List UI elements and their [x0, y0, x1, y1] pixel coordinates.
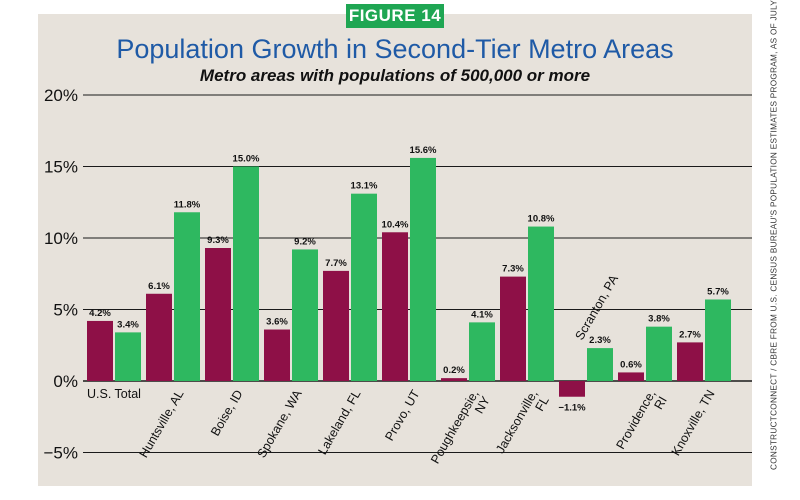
data-label: 6.1% — [148, 281, 170, 292]
bar — [115, 332, 141, 381]
bar — [323, 270, 349, 381]
data-label: 9.2% — [294, 236, 316, 247]
data-label: 7.7% — [325, 258, 347, 269]
y-tick-label: 0% — [53, 372, 78, 391]
bar — [205, 248, 231, 381]
x-tick-label: Knoxville, TN — [669, 388, 718, 459]
data-label: 3.6% — [266, 317, 288, 328]
bar — [382, 232, 408, 381]
bar — [264, 329, 290, 381]
data-label: 9.3% — [207, 235, 229, 246]
bar — [233, 166, 259, 381]
bar — [174, 212, 200, 381]
x-tick-label: Jacksonville, — [493, 388, 541, 456]
source-credit: CONSTRUCTCONNECT / CBRE FROM U.S. CENSUS… — [769, 0, 779, 470]
bar — [351, 193, 377, 381]
bar — [646, 326, 672, 381]
data-label: 2.7% — [679, 329, 701, 340]
bar — [410, 157, 436, 381]
data-label: 3.8% — [648, 314, 670, 325]
bar — [146, 293, 172, 381]
bar — [441, 378, 467, 381]
x-tick-label: Poughkeepsie, — [428, 388, 481, 467]
chart-title: Population Growth in Second-Tier Metro A… — [116, 34, 674, 64]
x-tick-label: Boise, ID — [208, 388, 245, 439]
data-label: 0.6% — [620, 359, 642, 370]
x-tick-label: Huntsville, AL — [137, 387, 187, 460]
x-tick-label: U.S. Total — [87, 387, 141, 401]
bar — [559, 381, 585, 397]
data-label: 2.3% — [589, 335, 611, 346]
data-label: 13.1% — [351, 181, 378, 192]
data-label: 4.1% — [471, 309, 493, 320]
y-tick-label: 15% — [44, 158, 78, 177]
x-tick-label: Lakeland, FL — [315, 387, 363, 457]
x-tick-label: Spokane, WA — [254, 387, 304, 460]
x-tick-label: RI — [651, 394, 669, 412]
data-label: 3.4% — [117, 319, 139, 330]
y-tick-label: 10% — [44, 229, 78, 248]
y-tick-label: 20% — [44, 86, 78, 105]
bar — [677, 342, 703, 381]
x-tick-label: Providence, — [613, 388, 658, 452]
data-label: 15.6% — [410, 145, 437, 156]
data-label: 10.8% — [528, 214, 555, 225]
bar — [87, 320, 113, 381]
chart-subtitle: Metro areas with populations of 500,000 … — [199, 66, 591, 85]
data-label: 10.4% — [382, 219, 409, 230]
bar — [587, 348, 613, 381]
data-label: 7.3% — [502, 264, 524, 275]
bar — [705, 299, 731, 381]
bar — [618, 372, 644, 381]
data-label: 0.2% — [443, 365, 465, 376]
y-tick-label: −5% — [44, 444, 79, 463]
data-label: −1.1% — [558, 403, 586, 414]
bar — [528, 226, 554, 381]
data-label: 15.0% — [233, 154, 260, 165]
bar — [469, 322, 495, 381]
data-label: 5.7% — [707, 286, 729, 297]
figure-badge: FIGURE 14 — [346, 4, 444, 28]
x-tick-label: FL — [532, 394, 551, 414]
x-tick-label: Scranton, PA — [572, 272, 621, 343]
bar — [500, 276, 526, 381]
y-tick-label: 5% — [53, 301, 78, 320]
data-label: 11.8% — [174, 199, 201, 210]
bar — [292, 249, 318, 381]
data-label: 4.2% — [89, 308, 111, 319]
x-tick-label: Provo, UT — [382, 387, 422, 443]
